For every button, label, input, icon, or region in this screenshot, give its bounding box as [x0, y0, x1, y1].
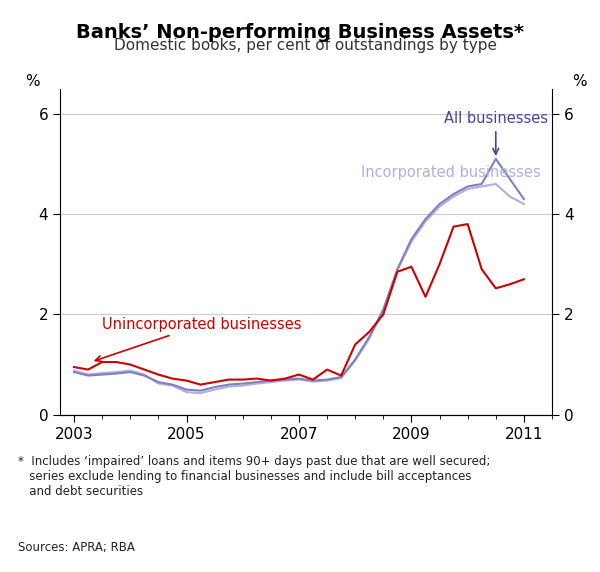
Text: %: %: [26, 74, 40, 89]
Text: Banks’ Non-performing Business Assets*: Banks’ Non-performing Business Assets*: [76, 23, 524, 42]
Text: Sources: APRA; RBA: Sources: APRA; RBA: [18, 541, 135, 554]
Title: Domestic books, per cent of outstandings by type: Domestic books, per cent of outstandings…: [115, 38, 497, 53]
Text: %: %: [572, 74, 586, 89]
Text: All businesses: All businesses: [444, 112, 548, 154]
Text: Incorporated businesses: Incorporated businesses: [361, 165, 541, 180]
Text: Unincorporated businesses: Unincorporated businesses: [95, 317, 302, 362]
Text: *  Includes ‘impaired’ loans and items 90+ days past due that are well secured;
: * Includes ‘impaired’ loans and items 90…: [18, 455, 490, 498]
